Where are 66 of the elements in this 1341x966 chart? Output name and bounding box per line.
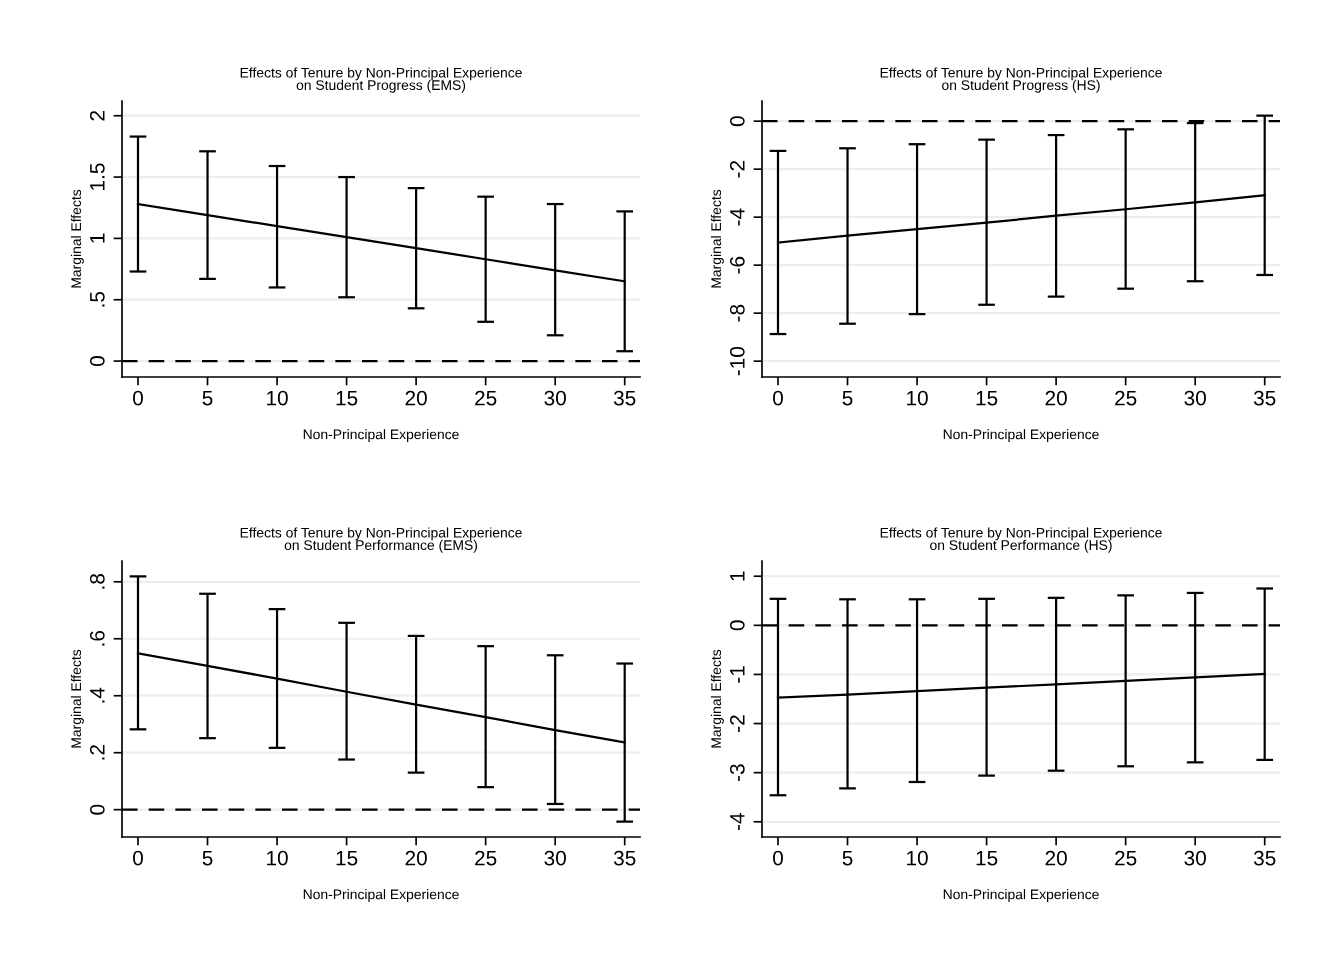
y-tick-label: -6 (729, 256, 745, 274)
x-tick-label: 10 (907, 390, 928, 406)
x-tick-label: 25 (475, 850, 497, 866)
x-tick-label: 10 (267, 850, 288, 866)
y-tick-label: -2 (729, 160, 745, 178)
x-tick-label: 20 (405, 850, 427, 866)
y-tick-label: -4 (730, 208, 745, 226)
x-tick-label: 35 (1253, 390, 1276, 406)
y-tick-label: 0 (729, 620, 745, 631)
x-tick-label: 30 (544, 390, 566, 406)
y-tick-label: -1 (730, 666, 745, 683)
y-tick-label: -2 (729, 715, 745, 732)
x-axis-title: Non-Principal Experience (303, 429, 459, 443)
x-tick-label: 30 (544, 850, 566, 866)
x-tick-label: 0 (773, 850, 783, 866)
x-tick-label: 5 (202, 390, 213, 406)
y-tick-label: -4 (730, 813, 745, 831)
chart-title: Effects of Tenure by Non-Principal Experience on Student Performance (HS) (880, 527, 1162, 553)
x-tick-label: 15 (336, 850, 358, 866)
x-tick-label: 5 (842, 390, 853, 406)
y-tick-label: .2 (89, 745, 105, 760)
x-tick-label: 5 (202, 850, 213, 866)
y-axis-title: Marginal Effects (710, 189, 724, 288)
x-tick-label: 25 (1115, 850, 1137, 866)
y-tick-label: 0 (89, 804, 105, 815)
y-axis-title: Marginal Effects (710, 649, 724, 748)
x-axis-title: Non-Principal Experience (303, 889, 459, 903)
x-tick-label: 0 (133, 850, 143, 866)
y-tick-label: -3 (729, 764, 745, 781)
y-tick-label: 0 (89, 356, 105, 367)
y-tick-label: 0 (729, 116, 745, 127)
x-tick-label: 10 (267, 390, 288, 406)
chart-title: Effects of Tenure by Non-Principal Experience on Student Performance (EMS) (240, 527, 522, 553)
x-tick-label: 20 (405, 390, 427, 406)
y-tick-label: .8 (89, 574, 105, 589)
x-axis-title: Non-Principal Experience (943, 889, 1099, 903)
x-tick-label: 30 (1184, 850, 1206, 866)
chart-title: Effects of Tenure by Non-Principal Experience on Student Progress (EMS) (240, 67, 522, 93)
x-tick-label: 0 (773, 390, 783, 406)
y-axis-title: Marginal Effects (70, 649, 84, 748)
y-tick-label: 2 (89, 110, 105, 121)
x-tick-label: 25 (475, 390, 497, 406)
y-tick-label: -8 (729, 304, 745, 322)
y-tick-label: -10 (729, 346, 745, 376)
x-tick-label: 25 (1115, 390, 1137, 406)
x-tick-label: 35 (613, 390, 636, 406)
x-tick-label: 15 (976, 850, 998, 866)
y-tick-label: .4 (90, 687, 105, 703)
x-tick-label: 20 (1045, 390, 1067, 406)
x-tick-label: 35 (1253, 850, 1276, 866)
x-tick-label: 15 (336, 390, 358, 406)
y-tick-label: 1.5 (90, 163, 105, 190)
y-tick-label: 1 (90, 233, 105, 243)
x-tick-label: 15 (976, 390, 998, 406)
y-axis-title: Marginal Effects (70, 189, 84, 288)
chart-title: Effects of Tenure by Non-Principal Experience on Student Progress (HS) (880, 67, 1162, 93)
x-tick-label: 5 (842, 850, 853, 866)
y-tick-label: .6 (89, 630, 105, 646)
x-tick-label: 30 (1184, 390, 1206, 406)
x-axis-title: Non-Principal Experience (943, 429, 1099, 443)
x-tick-label: 35 (613, 850, 636, 866)
y-tick-label: 1 (730, 571, 745, 581)
x-tick-label: 0 (133, 390, 143, 406)
x-tick-label: 20 (1045, 850, 1067, 866)
x-tick-label: 10 (907, 850, 928, 866)
y-tick-label: .5 (90, 291, 105, 307)
